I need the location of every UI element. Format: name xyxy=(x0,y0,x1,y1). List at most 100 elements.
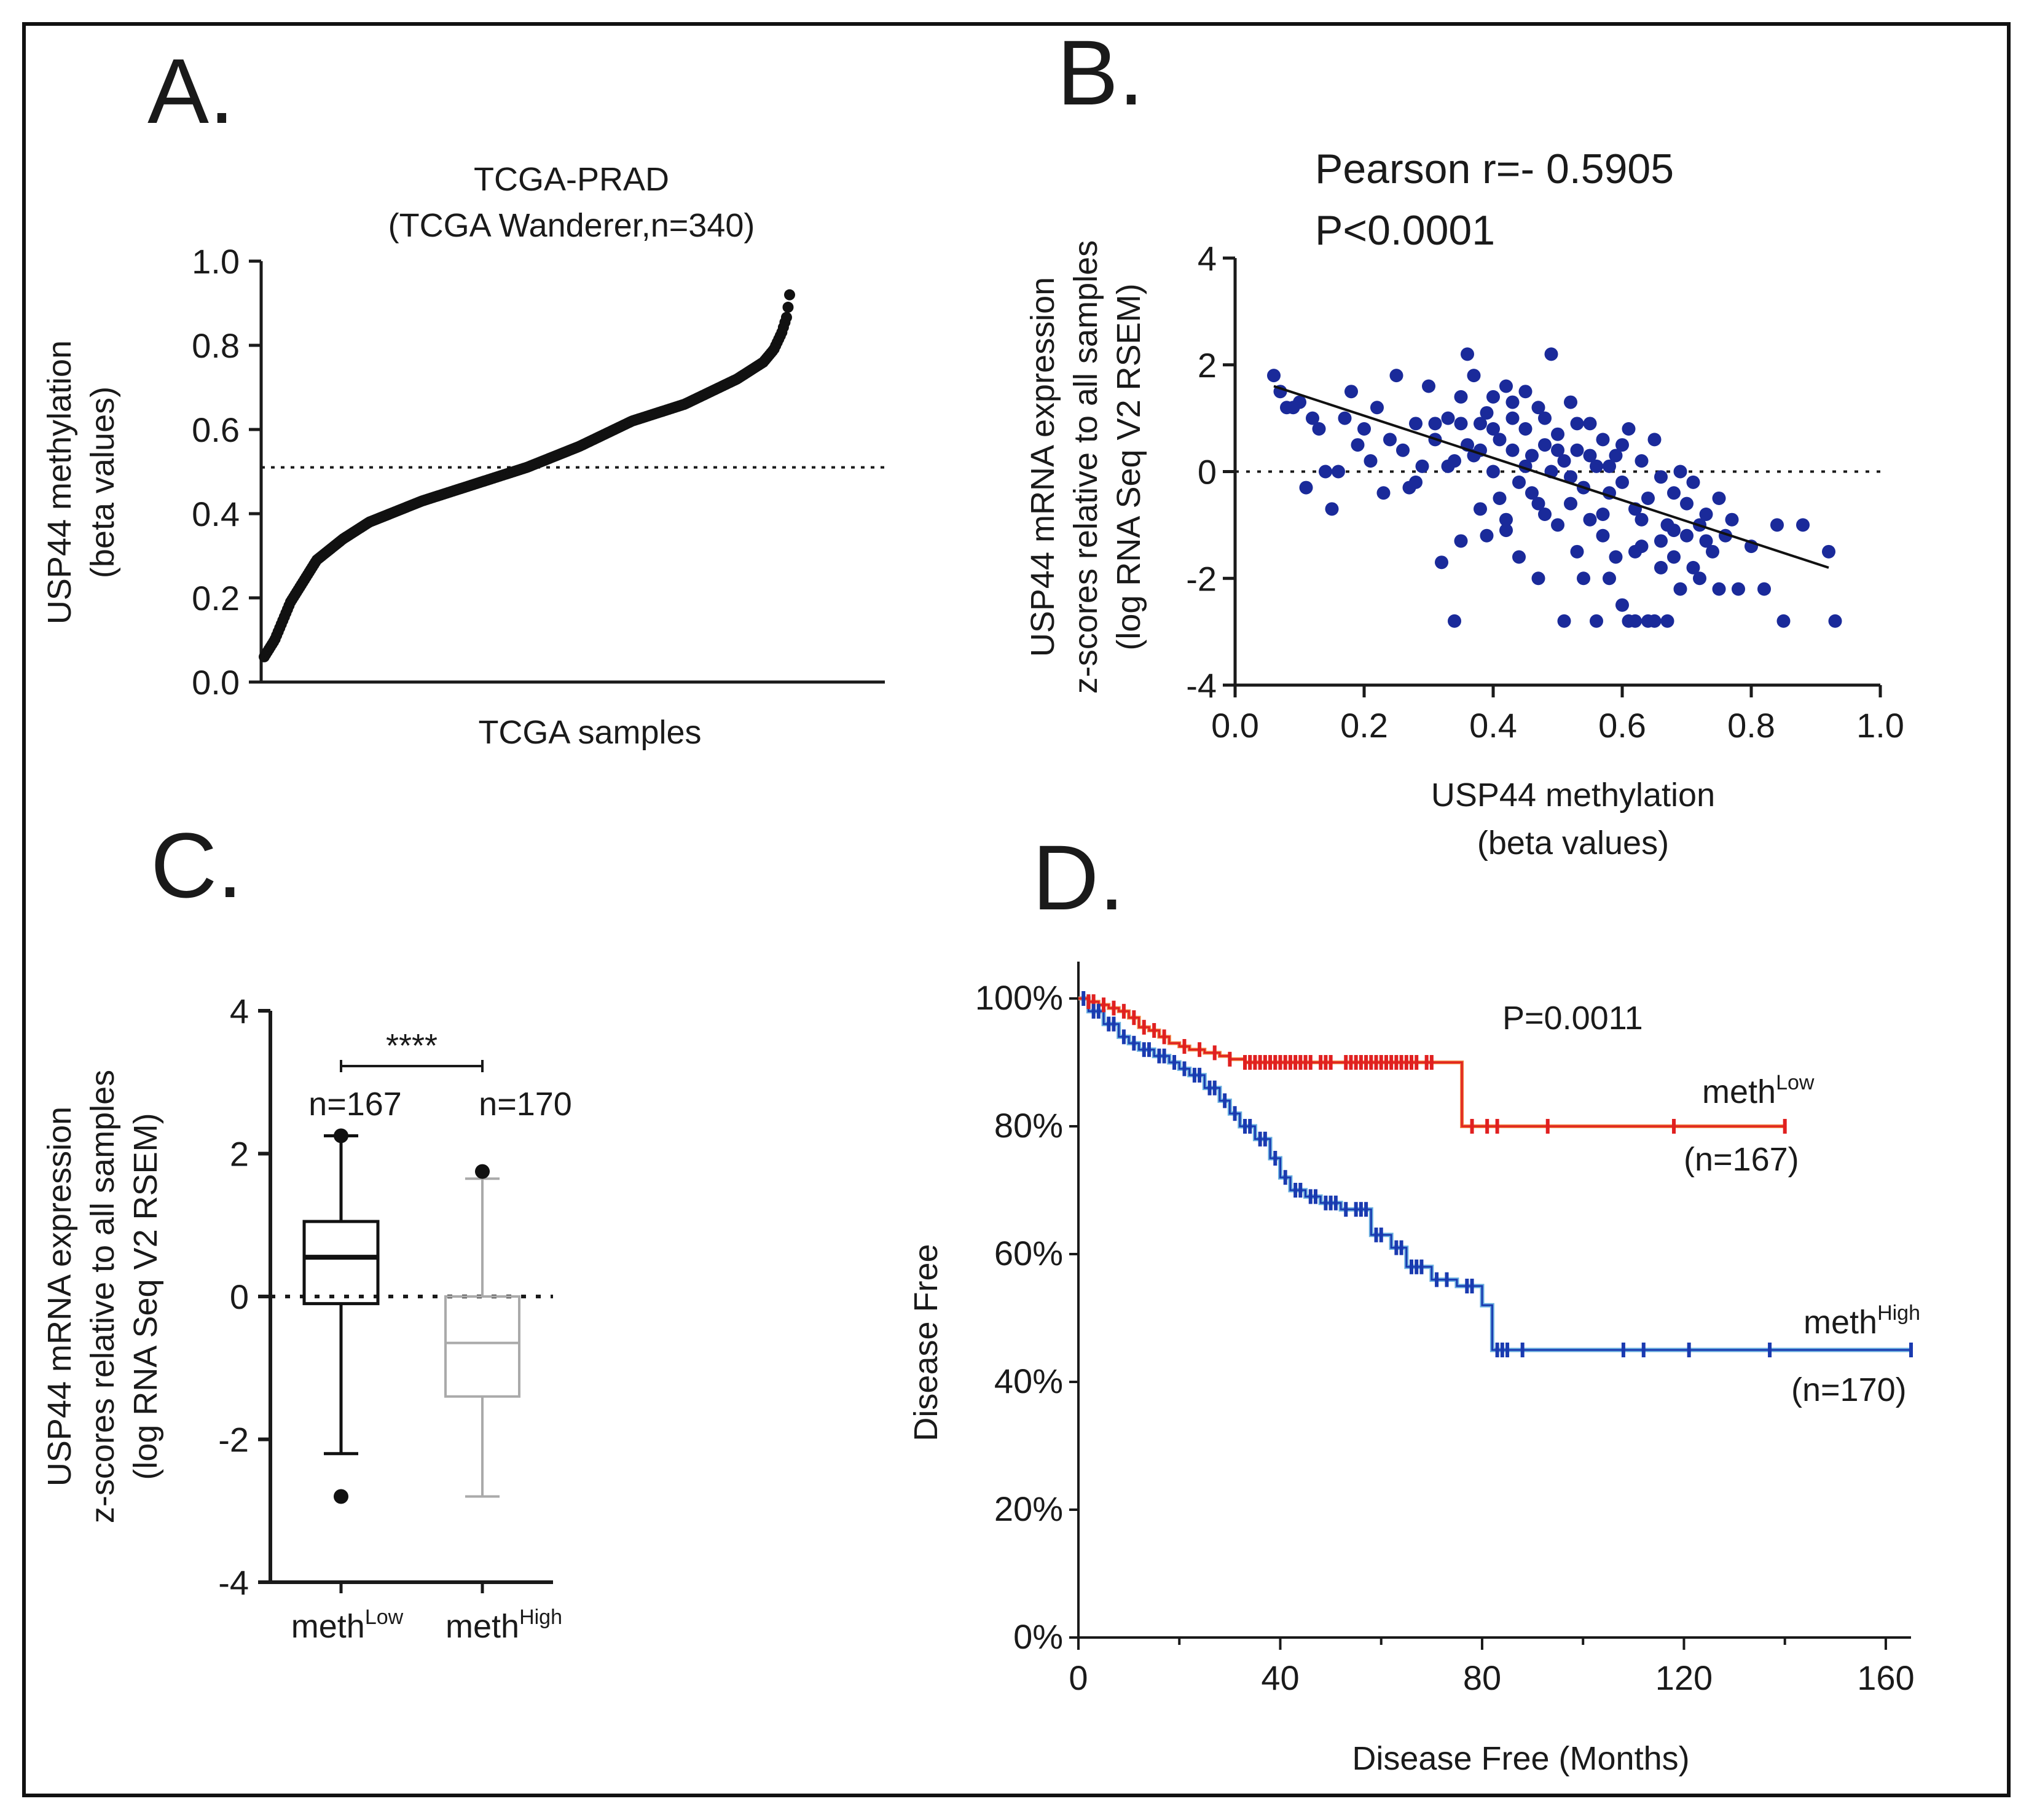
panel-b-scatter-point xyxy=(1499,512,1513,527)
panel-b-scatter-point xyxy=(1422,379,1435,393)
panel-b-scatter-point xyxy=(1732,582,1745,596)
panel-b-scatter-point xyxy=(1486,465,1500,479)
panel-a-sample-point xyxy=(780,312,792,323)
panel-d-xlabel: Disease Free (Months) xyxy=(1352,1740,1689,1777)
panel-b-scatter-point xyxy=(1673,582,1687,596)
panel-b-scatter-point xyxy=(1351,438,1365,452)
panel-b-scatter-point xyxy=(1667,524,1681,538)
panel-b-scatter-point xyxy=(1409,417,1423,431)
panel-b-scatter-point xyxy=(1699,534,1713,548)
panel-b-scatter-point xyxy=(1557,614,1571,628)
panel-b-scatter-point xyxy=(1590,614,1603,628)
panel-a-ytick-label: 0.8 xyxy=(192,326,240,365)
panel-b-axes: -4 -2 0 2 4 0.0 0.2 0.4 0.6 0.8 1.0 xyxy=(1186,239,1904,745)
panel-b-scatter-point xyxy=(1357,422,1371,436)
panel-b-scatter-point xyxy=(1583,449,1597,463)
panel-c-xlabel-high-base: meth xyxy=(445,1608,519,1645)
panel-b-scatter-point xyxy=(1635,512,1649,527)
panel-b-scatter-point xyxy=(1531,496,1545,511)
panel-b-xtick-label: 0.0 xyxy=(1211,706,1259,745)
panel-b-scatter-point xyxy=(1461,347,1474,361)
panel-b-scatter-point xyxy=(1822,544,1835,559)
panel-a-ytick-label: 0.6 xyxy=(192,410,240,449)
panel-b-scatter-point xyxy=(1332,465,1345,479)
panel-b-scatter-point xyxy=(1615,475,1629,489)
panel-b-scatter-point xyxy=(1319,465,1332,479)
panel-d-legend-low-base: meth xyxy=(1702,1073,1776,1110)
panel-b-scatter-point xyxy=(1712,491,1726,505)
panel-c-ytick-label: -4 xyxy=(218,1563,249,1602)
panel-b-scatter-point xyxy=(1603,459,1616,473)
panel-d-legend-high-base: meth xyxy=(1803,1304,1877,1341)
panel-b-scatter-point xyxy=(1409,475,1423,489)
panel-b-scatter-point xyxy=(1596,508,1610,521)
panel-b-scatter-point xyxy=(1673,465,1687,479)
panel-b-scatter-point xyxy=(1376,486,1391,500)
panel-d-xtick-label: 120 xyxy=(1655,1658,1713,1697)
panel-b-scatter-point xyxy=(1647,433,1662,447)
panel-b-scatter-point xyxy=(1590,459,1603,473)
panel-b-scatter-point xyxy=(1680,496,1694,511)
panel-a: TCGA-PRAD (TCGA Wanderer,n=340) 0.00.20.… xyxy=(41,161,885,751)
panel-b-scatter-point xyxy=(1551,443,1564,457)
panel-b-scatter-point xyxy=(1622,422,1636,436)
panel-b-ytick-label: -4 xyxy=(1186,666,1217,705)
panel-b-scatter-point xyxy=(1828,614,1842,628)
panel-c-outlier-point xyxy=(334,1489,348,1504)
panel-b-scatter-point xyxy=(1615,438,1629,452)
panel-b-ytick-label: 4 xyxy=(1198,239,1217,278)
panel-c-box xyxy=(444,1295,520,1398)
panel-b-scatter-point xyxy=(1505,395,1520,409)
panel-b-scatter-point xyxy=(1370,401,1384,415)
panel-b-scatter-point xyxy=(1551,518,1564,532)
panel-letter-b: B. xyxy=(1057,21,1144,124)
panel-c-outlier-point xyxy=(334,1128,348,1143)
panel-b-scatter-point xyxy=(1583,512,1597,527)
panel-b-scatter-point xyxy=(1776,614,1791,628)
panel-d-legend-high-n: (n=170) xyxy=(1791,1371,1907,1408)
panel-b-scatter-point xyxy=(1712,582,1726,596)
panel-b-ylabel-3: (log RNA Seq V2 RSEM) xyxy=(1110,283,1147,650)
panel-c-axes: -4 -2 0 2 4 xyxy=(218,992,553,1602)
panel-a-xlabel: TCGA samples xyxy=(478,714,701,751)
panel-b-scatter-point xyxy=(1486,390,1500,404)
panel-b-scatter-point xyxy=(1596,433,1610,447)
panel-c-ytick-label: 4 xyxy=(230,992,249,1030)
panel-d-ytick-label: 100% xyxy=(975,978,1063,1017)
panel-b-scatter-point xyxy=(1538,411,1552,425)
panel-b-scatter-point xyxy=(1474,417,1487,431)
panel-d-legend-low-sup: Low xyxy=(1776,1071,1815,1094)
panel-b-xtick-label: 0.2 xyxy=(1340,706,1388,745)
panel-b-scatter-point xyxy=(1396,443,1410,457)
panel-b-scatter-point xyxy=(1344,385,1358,399)
panel-a-sample-point xyxy=(784,289,795,300)
panel-a-ytick-label: 0.4 xyxy=(192,495,240,533)
panel-b-scatter-point xyxy=(1654,534,1668,548)
panel-b-regression-line xyxy=(1273,385,1829,569)
panel-b-scatter-point xyxy=(1505,411,1520,425)
panel-b-scatter-point xyxy=(1293,395,1306,409)
panel-d-ytick-label: 80% xyxy=(994,1106,1063,1145)
panel-b-scatter-point xyxy=(1596,528,1610,543)
panel-c-ytick-label: 2 xyxy=(230,1135,249,1174)
panel-b-scatter-point xyxy=(1525,449,1539,463)
panel-c-significance: **** xyxy=(386,1027,438,1064)
panel-b-scatter-point xyxy=(1448,614,1461,628)
panel-b-scatter-point xyxy=(1525,486,1539,500)
panel-b-xlabel: USP44 methylation xyxy=(1431,777,1715,814)
panel-d-ytick-label: 20% xyxy=(994,1489,1063,1528)
panel-b-scatter-point xyxy=(1628,544,1642,559)
panel-b-ylabel: USP44 mRNA expression xyxy=(1024,277,1061,657)
panel-b-scatter-point xyxy=(1454,417,1468,431)
panel-b-xtick-label: 0.4 xyxy=(1469,706,1517,745)
panel-b-scatter-point xyxy=(1699,508,1713,521)
panel-d-xtick-label: 40 xyxy=(1261,1658,1299,1697)
panel-b-scatter-point xyxy=(1706,544,1719,559)
panel-b-pearson-r: Pearson r=- 0.5905 xyxy=(1315,146,1674,192)
panel-a-sample-point xyxy=(782,302,794,313)
panel-b-ytick-label: -2 xyxy=(1186,559,1217,598)
panel-b-scatter-point xyxy=(1428,417,1442,431)
panel-b-scatter-point xyxy=(1486,422,1500,436)
panel-b-xtick-label: 0.8 xyxy=(1727,706,1775,745)
panel-c-ytick-label: -2 xyxy=(218,1421,249,1459)
